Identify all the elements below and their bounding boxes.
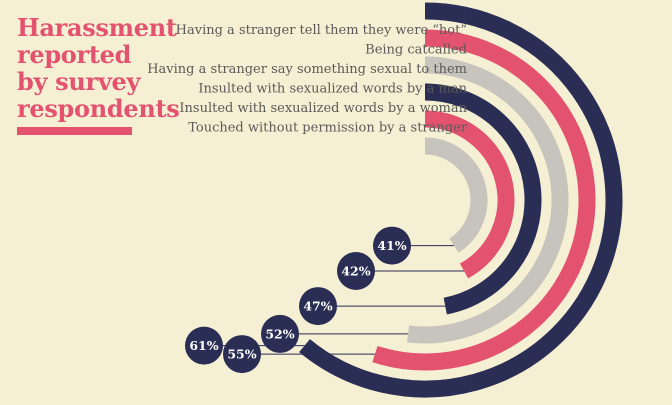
value-badge-2: [223, 335, 261, 374]
value-label-1: 61%: [189, 338, 218, 353]
arc-3: [407, 56, 569, 344]
chart-title: Harassment reported by survey respondent…: [17, 13, 180, 123]
category-label-1: Having a stranger tell them they were “h…: [176, 23, 467, 38]
value-label-5: 42%: [341, 263, 370, 278]
arc-5: [424, 110, 515, 279]
value-badge-1: [185, 326, 223, 365]
value-label-2: 55%: [227, 347, 256, 362]
arc-6: [424, 137, 488, 253]
category-label-2: Being catcalled: [365, 43, 467, 58]
value-badge-4: [299, 287, 337, 326]
arc-2: [372, 29, 596, 371]
category-label-4: Insulted with sexualized words by a man: [198, 82, 467, 97]
value-badge-6: [373, 226, 411, 265]
category-label-6: Touched without permission by a stranger: [188, 121, 468, 136]
value-label-3: 52%: [265, 326, 294, 341]
arc-4: [424, 83, 542, 315]
title-underline: [17, 127, 132, 135]
category-label-3: Having a stranger say something sexual t…: [147, 62, 467, 77]
category-label-5: Insulted with sexualized words by a woma…: [179, 101, 467, 116]
arc-1: [299, 2, 623, 398]
value-badge-3: [261, 314, 299, 353]
value-label-6: 41%: [377, 238, 406, 253]
value-label-4: 47%: [303, 299, 332, 314]
value-badge-5: [337, 251, 375, 290]
